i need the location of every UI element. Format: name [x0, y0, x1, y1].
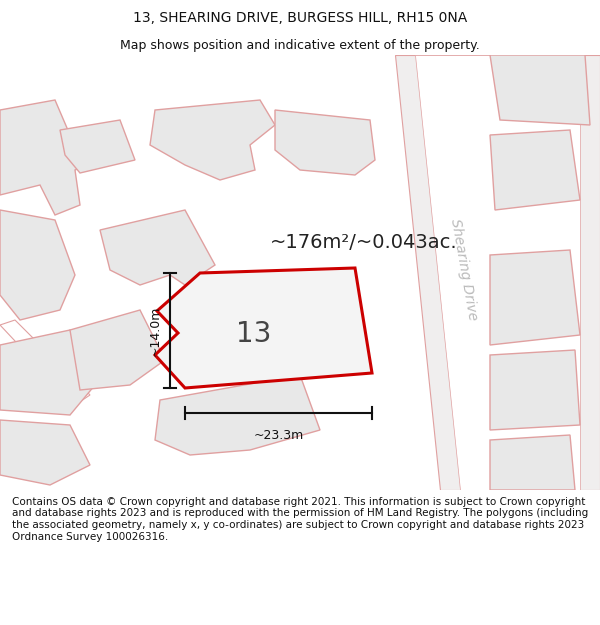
Polygon shape [0, 330, 95, 415]
Text: Map shows position and indicative extent of the property.: Map shows position and indicative extent… [120, 39, 480, 51]
Polygon shape [155, 375, 320, 455]
Polygon shape [490, 250, 580, 345]
Polygon shape [70, 310, 165, 390]
Text: 13: 13 [236, 320, 272, 348]
Polygon shape [0, 420, 90, 485]
Polygon shape [150, 100, 275, 180]
Polygon shape [155, 268, 372, 388]
Text: 13, SHEARING DRIVE, BURGESS HILL, RH15 0NA: 13, SHEARING DRIVE, BURGESS HILL, RH15 0… [133, 11, 467, 25]
Polygon shape [100, 210, 215, 285]
Polygon shape [0, 320, 90, 405]
Text: ~14.0m: ~14.0m [149, 305, 162, 356]
Text: Shearing Drive: Shearing Drive [448, 218, 480, 322]
Text: ~23.3m: ~23.3m [253, 429, 304, 442]
Polygon shape [0, 100, 100, 215]
Polygon shape [395, 55, 600, 490]
Polygon shape [275, 110, 375, 175]
Text: ~176m²/~0.043ac.: ~176m²/~0.043ac. [270, 234, 458, 253]
Polygon shape [0, 210, 75, 320]
Polygon shape [490, 130, 580, 210]
Polygon shape [0, 55, 600, 490]
Polygon shape [415, 55, 580, 490]
Polygon shape [490, 55, 590, 125]
Polygon shape [60, 120, 135, 173]
Polygon shape [490, 435, 575, 490]
Polygon shape [490, 350, 580, 430]
Text: Contains OS data © Crown copyright and database right 2021. This information is : Contains OS data © Crown copyright and d… [12, 497, 588, 541]
